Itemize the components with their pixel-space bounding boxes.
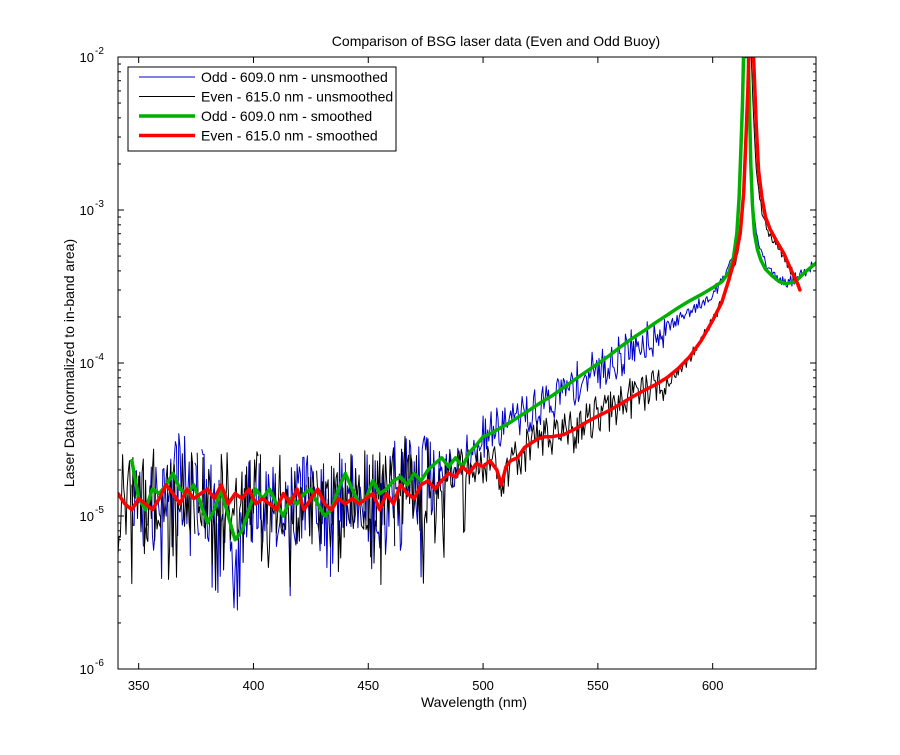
y-tick-label-exponent: -3	[95, 199, 104, 210]
plot-area	[118, 57, 816, 669]
x-tick-label: 600	[702, 678, 724, 693]
series-line	[118, 448, 196, 585]
x-tick-label: 350	[128, 678, 150, 693]
x-tick-label: 450	[357, 678, 379, 693]
y-tick-label-base: 10	[80, 509, 94, 524]
x-tick-label: 500	[472, 678, 494, 693]
series-line	[316, 447, 396, 585]
legend-label: Even - 615.0 nm - smoothed	[201, 128, 378, 144]
series-line	[259, 454, 307, 588]
chart-title: Comparison of BSG laser data (Even and O…	[332, 33, 660, 49]
y-tick-label-base: 10	[80, 203, 94, 218]
x-axis-label: Wavelength (nm)	[421, 694, 527, 710]
series-group	[118, 57, 802, 512]
series-line	[308, 471, 315, 545]
x-tick-label: 400	[243, 678, 265, 693]
y-axis-label: Laser Data (normalized to in-band area)	[61, 239, 77, 487]
series-line	[194, 462, 200, 536]
legend-label: Odd - 609.0 nm - smoothed	[201, 108, 372, 124]
x-tick-label: 550	[587, 678, 609, 693]
legend-label: Even - 615.0 nm - unsmoothed	[201, 89, 393, 105]
legend: Odd - 609.0 nm - unsmoothed Even - 615.0 …	[127, 66, 397, 152]
y-tick-label-exponent: -5	[95, 505, 104, 516]
y-tick-label-base: 10	[80, 356, 94, 371]
series-line	[131, 433, 194, 579]
y-tick-label-exponent: -2	[95, 46, 104, 57]
series-line	[118, 57, 802, 512]
y-tick-label-exponent: -6	[95, 658, 104, 669]
series-layer	[118, 57, 816, 611]
legend-label: Odd - 609.0 nm - unsmoothed	[201, 69, 388, 85]
y-tick-label-base: 10	[80, 662, 94, 677]
y-tick-label-exponent: -4	[95, 352, 104, 363]
y-tick-label-base: 10	[80, 50, 94, 65]
series-line	[469, 57, 816, 468]
